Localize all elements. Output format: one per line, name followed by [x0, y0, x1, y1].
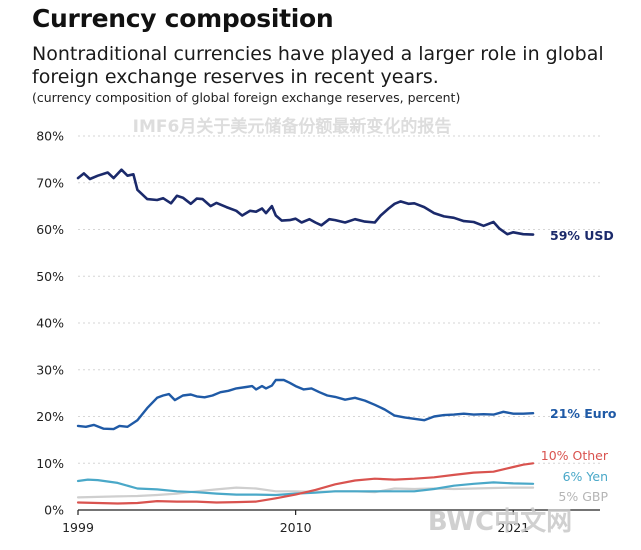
series-label-euro: 21% Euro: [550, 406, 617, 421]
series-lines: [76, 168, 535, 505]
series-line-usd: [76, 168, 535, 236]
series-label-other: 10% Other: [541, 448, 609, 463]
series-label-yen: 6% Yen: [563, 469, 608, 484]
y-axis-ticks: 0% 10% 20% 30% 40% 50% 60% 70% 80%: [36, 129, 64, 518]
series-line-euro: [76, 378, 535, 431]
grid-lines: [78, 135, 600, 464]
x-tick-label: 2010: [280, 520, 312, 535]
chart-note: (currency composition of global foreign …: [32, 90, 461, 105]
chart-subtitle: Nontraditional currencies have played a …: [32, 43, 604, 88]
y-tick-label: 40%: [36, 316, 64, 331]
y-tick-label: 30%: [36, 362, 64, 377]
y-tick-label: 10%: [36, 456, 64, 471]
series-label-usd: 59% USD: [550, 228, 614, 243]
y-tick-label: 20%: [36, 409, 64, 424]
series-label-gbp: 5% GBP: [558, 489, 608, 504]
series-line-other: [76, 462, 535, 505]
chart-title: Currency composition: [32, 4, 334, 33]
y-tick-label: 0%: [44, 503, 64, 518]
watermark-bottom: BWC中文网: [428, 506, 572, 537]
series-labels: 5% GBP 6% Yen 10% Other 21% Euro 59% USD: [541, 228, 617, 504]
y-tick-label: 80%: [36, 129, 64, 144]
series-line-yen: [76, 478, 535, 497]
x-tick-label: 2021: [497, 520, 529, 535]
y-tick-label: 70%: [36, 175, 64, 190]
x-axis: 1999 2010 2021: [62, 509, 600, 535]
y-tick-label: 50%: [36, 269, 64, 284]
x-tick-label: 1999: [62, 520, 94, 535]
y-tick-label: 60%: [36, 222, 64, 237]
watermark-top: IMF6月关于美元储备份额最新变化的报告: [133, 116, 452, 137]
